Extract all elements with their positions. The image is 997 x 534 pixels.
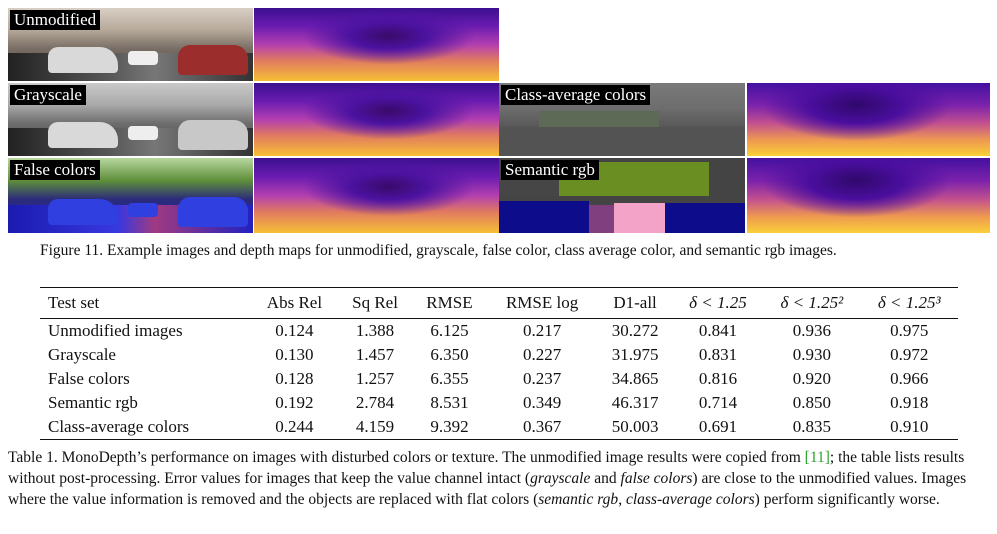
table-caption-emphasis: semantic rgb <box>538 491 619 508</box>
cell-d1-all: 34.865 <box>611 369 659 388</box>
col-header-delta-1: δ < 1.25 <box>689 293 747 312</box>
cell-delta-1: 0.816 <box>698 369 738 388</box>
semantic-rgb-image: Semantic rgb <box>499 158 745 233</box>
cell-abs-rel: 0.128 <box>275 369 314 388</box>
cell-sq-rel: 1.388 <box>355 321 395 340</box>
table-row: Unmodified images 0.124 1.388 6.125 0.21… <box>40 319 958 344</box>
table-header-row: Test set Abs Rel Sq Rel RMSE RMSE log D1… <box>40 287 958 319</box>
col-header-test-set: Test set <box>48 293 100 312</box>
panel-label-false-colors: False colors <box>10 160 100 180</box>
cell-rmse-log: 0.227 <box>522 345 562 364</box>
table-caption-text: and <box>590 470 621 487</box>
class-average-image: Class-average colors <box>499 83 745 156</box>
cell-rmse: 6.125 <box>430 321 469 340</box>
cell-rmse-log: 0.217 <box>522 321 562 340</box>
panel-label-semantic-rgb: Semantic rgb <box>501 160 599 180</box>
cell-d1-all: 46.317 <box>611 393 659 412</box>
citation-link[interactable]: [11] <box>804 449 830 466</box>
unmodified-image: Unmodified <box>8 8 253 81</box>
cell-d1-all: 31.975 <box>611 345 659 364</box>
table-caption-emphasis: grayscale <box>530 470 591 487</box>
cell-delta-2: 0.850 <box>792 393 831 412</box>
table-caption-emphasis: false colors <box>620 470 693 487</box>
grayscale-depth-map <box>254 83 499 156</box>
cell-abs-rel: 0.192 <box>275 393 314 412</box>
cell-delta-2: 0.920 <box>792 369 831 388</box>
cell-test-set: Grayscale <box>48 345 116 364</box>
table-row: False colors 0.128 1.257 6.355 0.237 34.… <box>40 367 958 391</box>
cell-abs-rel: 0.124 <box>275 321 314 340</box>
table-caption: Table 1. MonoDepth’s performance on imag… <box>8 447 990 510</box>
results-table: Test set Abs Rel Sq Rel RMSE RMSE log D1… <box>40 287 958 440</box>
table-row: Class-average colors 0.244 4.159 9.392 0… <box>40 415 958 440</box>
cell-delta-2: 0.835 <box>792 417 831 436</box>
col-header-delta-3: δ < 1.25³ <box>877 293 941 312</box>
figure-caption: Figure 11. Example images and depth maps… <box>40 242 837 259</box>
cell-delta-2: 0.930 <box>792 345 831 364</box>
table-caption-text: ; the table lists results without post-p… <box>8 449 965 487</box>
cell-test-set: False colors <box>48 369 130 388</box>
cell-sq-rel: 1.257 <box>355 369 395 388</box>
cell-delta-3: 0.975 <box>890 321 929 340</box>
table-caption-text: ) perform significantly worse. <box>754 491 940 508</box>
cell-test-set: Semantic rgb <box>48 393 138 412</box>
col-header-abs-rel: Abs Rel <box>266 293 323 312</box>
cell-sq-rel: 2.784 <box>355 393 395 412</box>
cell-delta-2: 0.936 <box>792 321 831 340</box>
cell-delta-1: 0.691 <box>698 417 738 436</box>
table-caption-text: , <box>618 491 626 508</box>
panel-label-unmodified: Unmodified <box>10 10 101 30</box>
cell-rmse: 6.355 <box>430 369 469 388</box>
cell-rmse-log: 0.349 <box>522 393 562 412</box>
semantic-rgb-depth-map <box>747 158 990 233</box>
panel-label-grayscale: Grayscale <box>10 85 86 105</box>
class-average-depth-map <box>747 83 990 156</box>
cell-delta-3: 0.966 <box>890 369 929 388</box>
table-row: Semantic rgb 0.192 2.784 8.531 0.349 46.… <box>40 391 958 415</box>
grayscale-image: Grayscale <box>8 83 253 156</box>
cell-d1-all: 50.003 <box>611 417 659 436</box>
cell-delta-3: 0.918 <box>890 393 929 412</box>
col-header-d1-all: D1-all <box>613 293 657 312</box>
cell-test-set: Unmodified images <box>48 321 183 340</box>
cell-delta-3: 0.910 <box>890 417 929 436</box>
col-header-rmse: RMSE <box>426 293 473 312</box>
false-colors-depth-map <box>254 158 499 233</box>
cell-rmse: 8.531 <box>430 393 469 412</box>
cell-rmse-log: 0.237 <box>522 369 562 388</box>
col-header-sq-rel: Sq Rel <box>352 293 398 312</box>
cell-rmse: 9.392 <box>430 417 469 436</box>
panel-label-class-average: Class-average colors <box>501 85 651 105</box>
false-colors-image: False colors <box>8 158 253 233</box>
col-header-rmse-log: RMSE log <box>505 293 579 312</box>
cell-sq-rel: 1.457 <box>355 345 395 364</box>
cell-d1-all: 30.272 <box>611 321 659 340</box>
table-caption-text: ) are close to the unmodified values. Im… <box>8 470 967 508</box>
cell-delta-1: 0.831 <box>698 345 738 364</box>
cell-delta-1: 0.714 <box>698 393 738 412</box>
cell-delta-1: 0.841 <box>698 321 738 340</box>
cell-abs-rel: 0.130 <box>275 345 314 364</box>
cell-test-set: Class-average colors <box>48 417 190 436</box>
cell-rmse: 6.350 <box>430 345 469 364</box>
cell-rmse-log: 0.367 <box>522 417 562 436</box>
cell-sq-rel: 4.159 <box>355 417 395 436</box>
table-row: Grayscale 0.130 1.457 6.350 0.227 31.975… <box>40 343 958 367</box>
cell-abs-rel: 0.244 <box>275 417 314 436</box>
table-caption-emphasis: class-average colors <box>625 491 755 508</box>
col-header-delta-2: δ < 1.25² <box>780 293 844 312</box>
cell-delta-3: 0.972 <box>890 345 929 364</box>
table-caption-text: Table 1. MonoDepth’s performance on imag… <box>8 449 805 466</box>
unmodified-depth-map <box>254 8 499 81</box>
